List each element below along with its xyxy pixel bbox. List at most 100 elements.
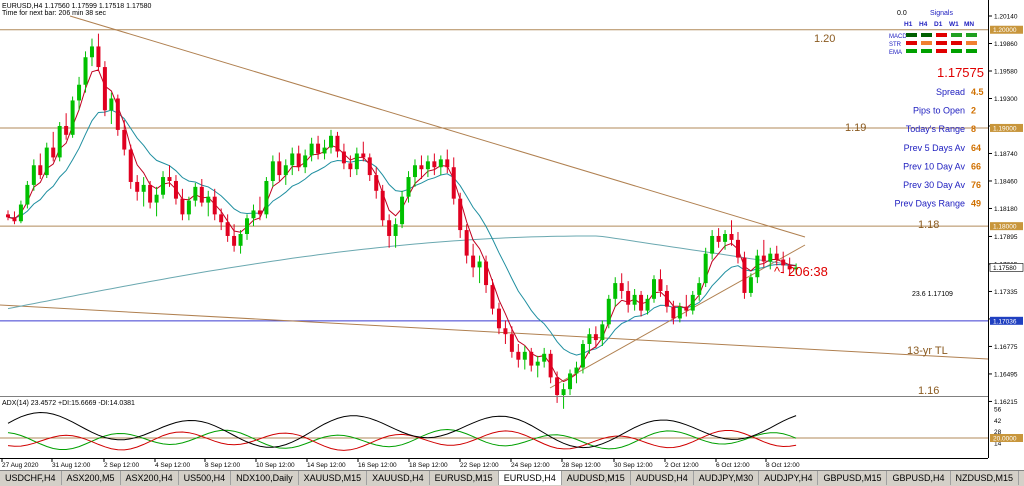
tab-us500-h4[interactable]: US500,H4 bbox=[179, 471, 232, 485]
candle-body bbox=[471, 255, 476, 268]
candle-body bbox=[264, 180, 269, 215]
candle-body bbox=[645, 298, 650, 311]
time-tick-label: 24 Sep 12:00 bbox=[511, 462, 550, 469]
info-value: 2 bbox=[971, 106, 976, 116]
tab-asx200-m5[interactable]: ASX200,M5 bbox=[62, 471, 121, 485]
time-axis[interactable]: 27 Aug 2020 31 Aug 12:00 2 Sep 12:00 4 Sep … bbox=[0, 458, 988, 469]
signal-cell bbox=[966, 33, 977, 37]
signals-timeframe: D1 bbox=[934, 21, 943, 28]
price-tick-label: 1.19860 bbox=[994, 41, 1018, 48]
candle-body bbox=[96, 46, 101, 68]
candle-body bbox=[186, 200, 191, 215]
candle-body bbox=[109, 98, 114, 111]
candle-body bbox=[393, 224, 398, 236]
time-tick-label: 14 Sep 12:00 bbox=[307, 462, 346, 469]
price-box bbox=[990, 25, 1023, 34]
signals-top-value: 0.0 bbox=[897, 10, 907, 17]
candle-body bbox=[787, 265, 792, 270]
tab-usdchf-h4[interactable]: USDCHF,H4 bbox=[0, 471, 62, 485]
tab-nzdusd-h4[interactable]: NZDUSD,H4 bbox=[1019, 471, 1024, 485]
adx-panel[interactable]: ADX(14) 23.4572 +DI:15.6669 -DI:14.0381 bbox=[0, 400, 988, 451]
candle-body bbox=[664, 290, 669, 307]
price-tick-label: 1.18740 bbox=[994, 151, 1018, 158]
candle-body bbox=[438, 159, 443, 168]
tab-eurusd-m15[interactable]: EURUSD,M15 bbox=[430, 471, 499, 485]
price-chart[interactable]: EURUSD,H4 1.17560 1.17599 1.17518 1.1758… bbox=[0, 0, 989, 409]
info-label: Pips to Open bbox=[913, 106, 965, 116]
signal-cell bbox=[906, 49, 917, 53]
candle-body bbox=[141, 184, 146, 192]
candle-body bbox=[761, 255, 766, 262]
fib-label: 23.6 1.17109 bbox=[912, 291, 953, 298]
candle-body bbox=[148, 184, 153, 203]
candle-body bbox=[684, 306, 689, 311]
signal-cell bbox=[936, 41, 947, 45]
price-axis[interactable]: 1.201401.198601.195801.193001.190201.187… bbox=[988, 0, 1024, 458]
adx-minus-di-line bbox=[7, 430, 797, 451]
candle-body bbox=[451, 167, 456, 199]
candle-body bbox=[432, 161, 437, 168]
adx-level-label: 20.0000 bbox=[993, 436, 1017, 443]
trendlines bbox=[0, 15, 989, 389]
candle-body bbox=[748, 277, 753, 293]
adx-tick-label: 56 bbox=[994, 407, 1002, 414]
candle-body bbox=[626, 290, 631, 305]
time-tick-label: 16 Sep 12:00 bbox=[358, 462, 397, 469]
tab-xauusd-m15[interactable]: XAUUSD,M15 bbox=[299, 471, 368, 485]
candle-body bbox=[303, 155, 308, 168]
tab-audusd-h4[interactable]: AUDUSD,H4 bbox=[631, 471, 694, 485]
candle-body bbox=[529, 351, 534, 366]
candle-body bbox=[542, 353, 547, 362]
candle-body bbox=[697, 283, 702, 295]
info-value: 4.5 bbox=[971, 87, 984, 97]
tab-audjpy-h4[interactable]: AUDJPY,H4 bbox=[759, 471, 819, 485]
time-tick-label: 18 Sep 12:00 bbox=[409, 462, 448, 469]
candle-body bbox=[774, 253, 779, 260]
candle-body bbox=[161, 177, 166, 195]
tab-nzdusd-m15[interactable]: NZDUSD,M15 bbox=[951, 471, 1020, 485]
candle-body bbox=[464, 230, 469, 256]
tab-audjpy-m30[interactable]: AUDJPY,M30 bbox=[694, 471, 760, 485]
candle-body bbox=[690, 294, 695, 311]
candle-body bbox=[509, 334, 514, 352]
thirteen-year-trendline bbox=[0, 304, 989, 360]
level-label-119: 1.19 bbox=[845, 122, 866, 134]
candle-body bbox=[568, 373, 573, 390]
tab-audusd-m15[interactable]: AUDUSD,M15 bbox=[562, 471, 631, 485]
time-tick-label: 2 Oct 12:00 bbox=[665, 462, 699, 469]
candle-body bbox=[135, 181, 140, 192]
tab-asx200-h4[interactable]: ASX200,H4 bbox=[121, 471, 179, 485]
signal-cell bbox=[936, 33, 947, 37]
tab-gbpusd-h4[interactable]: GBPUSD,H4 bbox=[887, 471, 951, 485]
adx-label: ADX(14) 23.4572 +DI:15.6669 -DI:14.0381 bbox=[2, 400, 135, 407]
candle-body bbox=[44, 147, 49, 176]
signal-cell bbox=[951, 49, 962, 53]
tab-eurusd-h4[interactable]: EURUSD,H4 bbox=[498, 471, 562, 485]
signals-row-label: STR bbox=[889, 42, 902, 48]
time-tick-label: 30 Sep 12:00 bbox=[614, 462, 653, 469]
candle-body bbox=[251, 210, 256, 219]
signals-row-label: EMA bbox=[889, 50, 902, 56]
candle-body bbox=[102, 67, 107, 111]
candle-body bbox=[206, 196, 211, 203]
tab-gbpusd-m15[interactable]: GBPUSD,M15 bbox=[818, 471, 888, 485]
signal-cell bbox=[966, 41, 977, 45]
candle-body bbox=[180, 198, 185, 215]
tab-xauusd-h4[interactable]: XAUUSD,H4 bbox=[367, 471, 430, 485]
candle-body bbox=[677, 306, 682, 319]
candle-body bbox=[555, 377, 560, 396]
info-value: 49 bbox=[971, 199, 981, 209]
candle-body bbox=[723, 234, 728, 242]
info-value: 76 bbox=[971, 180, 981, 190]
candle-body bbox=[606, 298, 611, 325]
time-tick-label: 8 Sep 12:00 bbox=[205, 462, 240, 469]
candle-body bbox=[574, 367, 579, 374]
info-label: Prev 10 Day Av bbox=[903, 161, 965, 171]
candle-body bbox=[18, 204, 23, 222]
signal-cell bbox=[921, 33, 932, 37]
candle-body bbox=[516, 351, 521, 360]
tab-ndx100-daily[interactable]: NDX100,Daily bbox=[231, 471, 299, 485]
candle-body bbox=[619, 283, 624, 291]
candle-body bbox=[6, 214, 10, 218]
adx-main-line bbox=[7, 411, 797, 449]
